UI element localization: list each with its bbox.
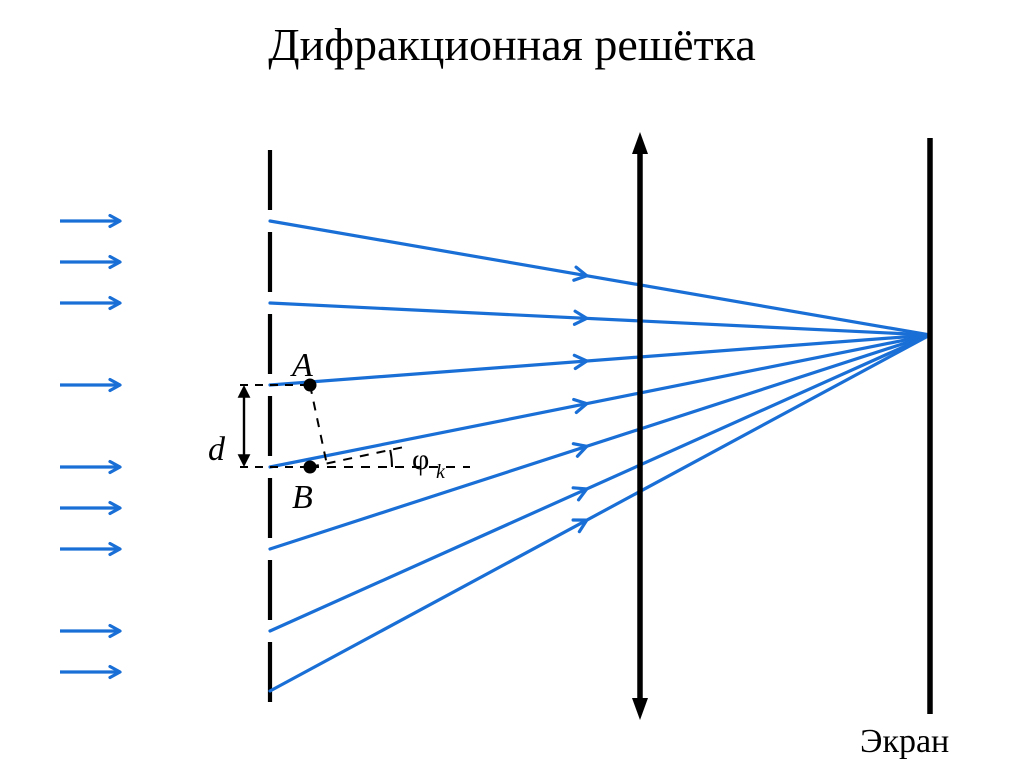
diagram-svg: A Bd φk Экран: [0, 80, 1024, 767]
diffracted-ray: [270, 335, 930, 385]
diffracted-ray: [270, 335, 930, 467]
label-phi-sub: k: [436, 461, 446, 483]
screen-label-text: Экран: [860, 723, 949, 760]
diagram: A Bd φk Экран: [0, 80, 1024, 767]
angle-arc: [390, 450, 392, 467]
label-b: B: [292, 479, 313, 516]
page-title: Дифракционная решётка: [0, 18, 1024, 71]
label-a: A: [290, 347, 313, 384]
label-phi: φ: [412, 443, 429, 476]
angle-perp: [310, 385, 327, 463]
diffracted-ray: [270, 335, 930, 691]
label-d: d: [208, 431, 226, 468]
diffracted-ray: [270, 335, 930, 549]
diffracted-ray: [270, 335, 930, 631]
